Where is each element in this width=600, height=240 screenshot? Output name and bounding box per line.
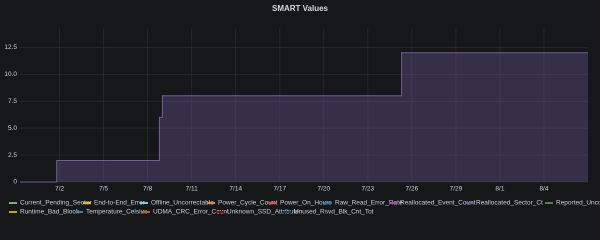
y-tick-label: 2.5 bbox=[8, 152, 17, 159]
legend-label: Current_Pending_Sector bbox=[20, 200, 92, 207]
x-tick-label: 7/17 bbox=[273, 186, 286, 193]
x-tick-label: 7/5 bbox=[99, 186, 108, 193]
x-tick-label: 8/4 bbox=[539, 186, 548, 193]
page: SMART Values 0 2.5 5.0 7.5 10.0 12.5 7/2 7/5 7/8… bbox=[4, 4, 600, 216]
legend-label: Runtime_Bad_Block bbox=[20, 209, 80, 216]
legend-label: Power_Cycle_Count bbox=[218, 200, 277, 207]
x-tick-label: 7/20 bbox=[317, 186, 330, 193]
series-area bbox=[20, 52, 588, 182]
x-tick-label: 7/11 bbox=[186, 186, 199, 193]
x-tick-label: 7/2 bbox=[55, 186, 64, 193]
legend-label: End-to-End_Error bbox=[94, 200, 146, 207]
legend-label: UDMA_CRC_Error_Count bbox=[153, 209, 229, 216]
legend-label: Reallocated_Event_Count bbox=[400, 200, 476, 207]
series-line bbox=[20, 52, 588, 183]
chart: SMART Values 0 2.5 5.0 7.5 10.0 12.5 7/2 7/5 7/8… bbox=[4, 4, 600, 216]
x-tick-label: 7/29 bbox=[450, 186, 463, 193]
x-tick-label: 8/1 bbox=[495, 186, 504, 193]
legend-label: Unknown_SSD_Attribute bbox=[227, 209, 299, 216]
legend-label: Temperature_Celsius bbox=[86, 209, 148, 216]
chart-title: SMART Values bbox=[272, 4, 329, 13]
y-tick-label: 5.0 bbox=[8, 125, 17, 132]
x-tick-label: 7/23 bbox=[362, 186, 375, 193]
legend-label: Reallocated_Sector_Ct bbox=[476, 200, 543, 207]
x-tick-label: 7/26 bbox=[406, 186, 419, 193]
legend-label: Reported_Uncorrect bbox=[556, 200, 600, 207]
x-tick-label: 7/14 bbox=[229, 186, 242, 193]
y-tick-label: 0 bbox=[13, 179, 17, 186]
x-tick-label: 7/8 bbox=[143, 186, 152, 193]
y-tick-label: 12.5 bbox=[4, 44, 17, 51]
legend-label: Raw_Read_Error_Rate bbox=[335, 200, 403, 207]
legend-label: Power_On_Hours bbox=[280, 200, 332, 207]
y-tick-label: 7.5 bbox=[8, 98, 17, 105]
y-tick-label: 10.0 bbox=[4, 71, 17, 78]
legend-label: Unused_Rsvd_Blk_Cnt_Tot bbox=[294, 209, 374, 216]
legend-label: Offline_Uncorrectable bbox=[151, 200, 214, 207]
